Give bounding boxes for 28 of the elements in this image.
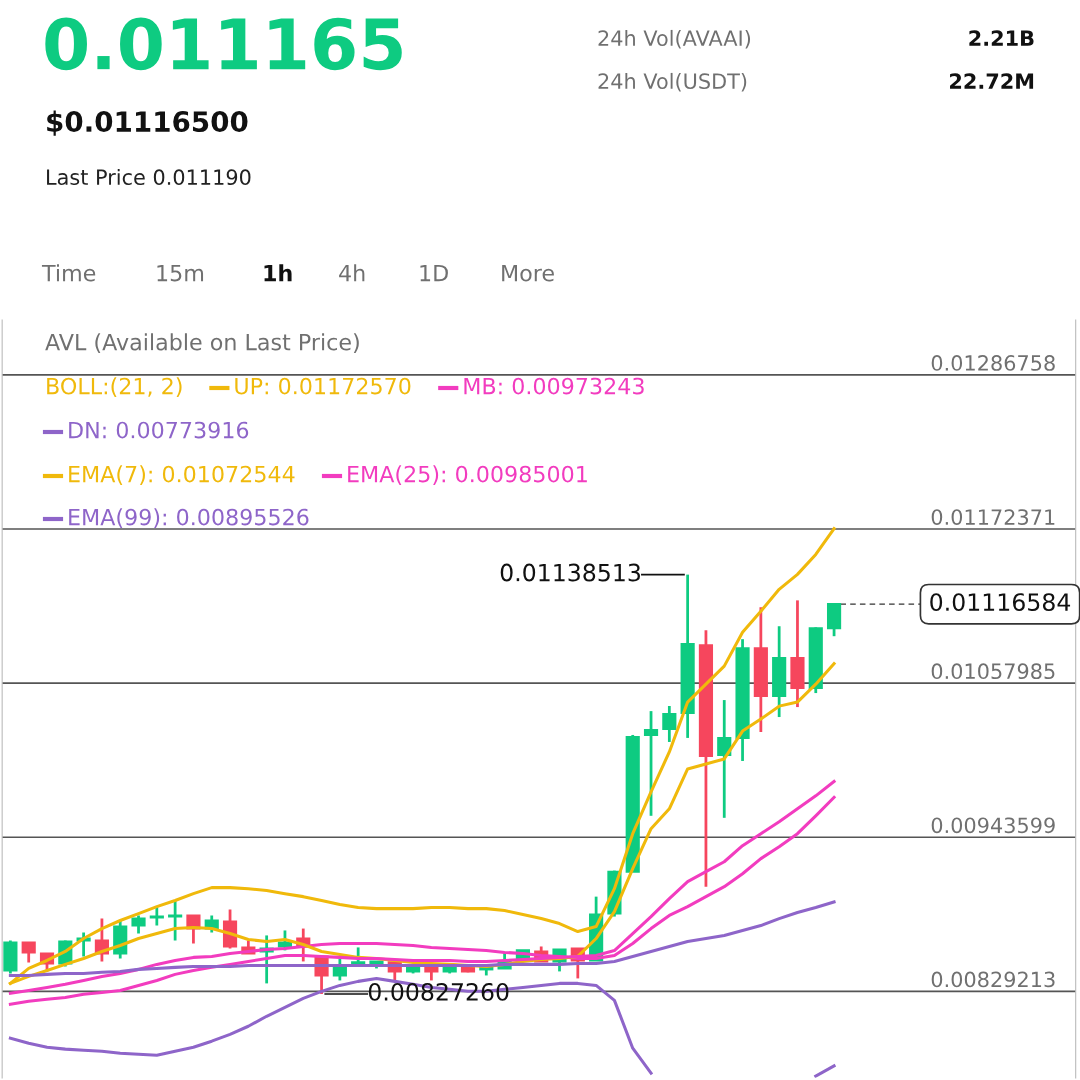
y-tick-label: 0.01057985 — [931, 663, 1055, 680]
text: Last Price 0.011190 — [47, 168, 251, 186]
text: 2.21B — [969, 30, 1034, 46]
text: 1h — [264, 264, 292, 282]
legend-label: EMA(7): 0.01072544 — [69, 465, 295, 486]
legend-label: MB: 0.00973243 — [464, 377, 644, 395]
text: 22.72M — [950, 73, 1034, 89]
annotation: AVL (Available on Last Price) — [45, 333, 359, 354]
text: 15m — [157, 264, 204, 282]
legend-label: EMA(25): 0.00985001 — [348, 465, 587, 486]
chart-subtitle: $0.01116500 — [47, 110, 248, 136]
ref-line-label: 0.01116584 — [930, 593, 1071, 612]
y-tick-label: 0.01172371 — [931, 509, 1055, 525]
text: 1D — [420, 264, 448, 282]
chart-title: 0.011165 — [45, 17, 402, 71]
legend-label: EMA(99): 0.00895526 — [69, 508, 309, 529]
text: 4h — [339, 264, 365, 282]
text: 24h Vol(USDT) — [598, 72, 747, 92]
text: More — [502, 264, 554, 282]
legend-label: UP: 0.01172570 — [235, 377, 411, 395]
annotation: 0.01138513 — [500, 563, 640, 582]
text: Time — [41, 264, 96, 282]
y-tick-label: 0.01286758 — [931, 355, 1055, 371]
annotation: BOLL:(21, 2) — [47, 377, 182, 398]
text: 24h Vol(AVAAI) — [598, 29, 751, 49]
y-tick-label: 0.00829213 — [931, 971, 1055, 988]
legend-label: DN: 0.00773916 — [69, 421, 249, 439]
y-tick-label: 0.00943599 — [931, 817, 1055, 834]
